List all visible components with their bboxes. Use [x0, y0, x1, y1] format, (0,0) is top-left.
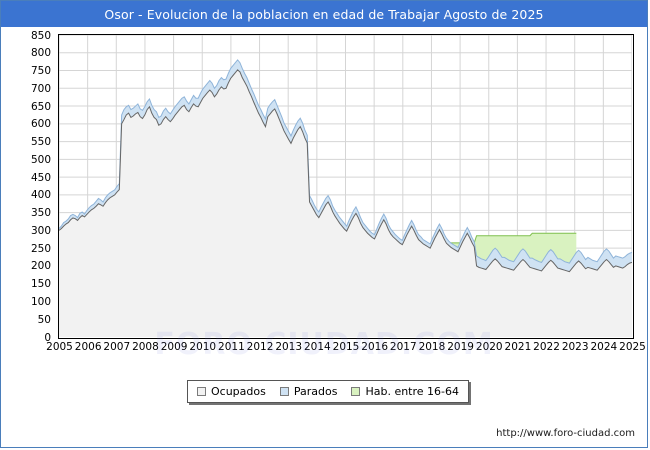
window-title-bar: Osor - Evolucion de la poblacion en edad… — [1, 1, 647, 27]
x-axis-tick-label: 2008 — [132, 341, 159, 353]
x-axis-tick-label: 2009 — [160, 341, 188, 353]
legend-swatch-icon — [279, 387, 289, 396]
y-axis-tick-label: 550 — [30, 136, 51, 149]
legend-item-3[interactable]: Hab. entre 16-64 — [351, 385, 459, 398]
legend-label: Hab. entre 16-64 — [365, 385, 460, 398]
y-axis-tick-label: 600 — [30, 118, 51, 131]
chart-svg — [59, 35, 632, 337]
y-axis-tick-label: 400 — [30, 189, 51, 202]
x-axis-tick-label: 2025 — [619, 341, 646, 353]
chart-legend: Ocupados Parados Hab. entre 16-64 — [187, 380, 470, 403]
legend-swatch-icon — [351, 387, 361, 396]
x-axis-tick-label: 2014 — [303, 341, 331, 353]
page-title: Osor - Evolucion de la poblacion en edad… — [104, 6, 544, 22]
y-axis-tick-label: 0 — [44, 331, 51, 344]
plot-area — [58, 34, 634, 339]
y-axis-tick-label: 750 — [30, 65, 51, 78]
plot-box — [58, 34, 634, 339]
y-axis-tick-label: 150 — [30, 278, 51, 291]
y-axis-tick-label: 100 — [30, 295, 51, 308]
y-axis-tick-label: 50 — [37, 313, 51, 326]
x-axis-tick-label: 2005 — [46, 341, 73, 353]
series-line-ocupados — [59, 69, 632, 273]
y-axis-tick-label: 450 — [30, 171, 51, 184]
x-axis-tick-label: 2022 — [533, 341, 560, 353]
y-axis-tick-label: 200 — [30, 260, 51, 273]
x-axis-tick-label: 2007 — [103, 341, 131, 353]
x-axis-tick-label: 2023 — [561, 341, 589, 353]
x-axis-tick-label: 2012 — [246, 341, 274, 353]
y-axis-tick-label: 700 — [30, 82, 51, 95]
y-axis-tick-label: 850 — [30, 29, 51, 42]
x-axis-tick-label: 2018 — [418, 341, 446, 353]
legend-label: Ocupados — [211, 385, 266, 398]
legend-swatch-icon — [197, 387, 206, 396]
legend-item-1[interactable]: Ocupados — [197, 385, 266, 398]
y-axis-tick-label: 650 — [30, 100, 51, 113]
x-axis-tick-label: 2020 — [475, 341, 503, 353]
y-axis-tick-label: 800 — [30, 47, 51, 60]
y-axis-tick-label: 350 — [30, 207, 51, 220]
x-axis-tick-label: 2021 — [504, 341, 532, 353]
x-axis-tick-label: 2010 — [189, 341, 217, 353]
x-axis-tick-label: 2013 — [275, 341, 303, 353]
legend-item-2[interactable]: Parados — [279, 385, 338, 398]
legend-label: Parados — [293, 385, 338, 398]
x-axis-tick-label: 2015 — [332, 341, 360, 353]
series-line-parados — [59, 59, 632, 264]
x-axis-tick-label: 2024 — [590, 341, 618, 353]
x-axis-tick-label: 2017 — [389, 341, 417, 353]
y-axis-tick-label: 250 — [30, 242, 51, 255]
y-axis-tick-label: 500 — [30, 153, 51, 166]
x-axis-tick-label: 2019 — [447, 341, 474, 353]
y-axis-labels: 0 50 100 150 200 250 300 350 400 450 500 550 600 650 7… — [1, 30, 54, 344]
x-axis-tick-label: 2011 — [218, 341, 245, 353]
y-axis-tick-label: 300 — [30, 224, 51, 237]
x-axis-tick-label: 2006 — [74, 341, 102, 353]
x-axis-tick-label: 2016 — [361, 341, 389, 353]
series-area-ocupados — [59, 69, 632, 337]
x-axis-labels: 2005 2006 2007 2008 2009 2010 2011 2012 2013 2014… — [46, 341, 646, 357]
source-url: http://www.foro-ciudad.com — [496, 428, 635, 439]
